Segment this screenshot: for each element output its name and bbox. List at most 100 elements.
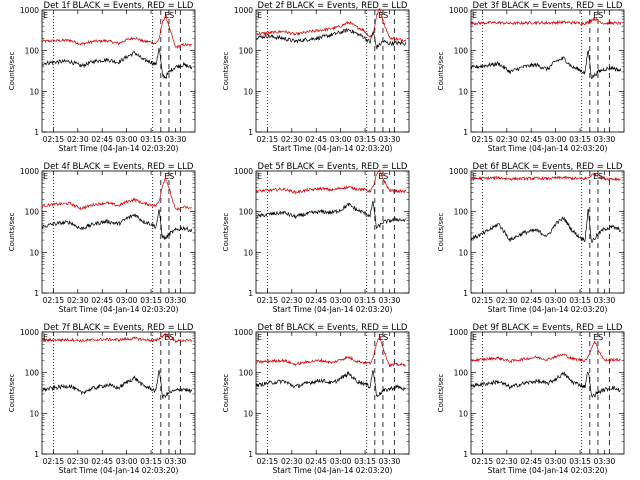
panel-6: Det 6f BLACK = Events, RED = LLD 1 10 100 10…: [437, 162, 625, 314]
panel-6-xtick-label: 03:00: [545, 296, 567, 305]
panel-5-xtick-label: 02:15: [257, 296, 279, 305]
panel-4: Det 4f BLACK = Events, RED = LLD 1 10 100 10…: [8, 162, 196, 314]
panel-3-xtick-label: 02:30: [496, 135, 518, 144]
panel-6-xtick-label: 03:15: [569, 296, 591, 305]
panel-2: Det 2f BLACK = Events, RED = LLD 1 10 100 10…: [222, 1, 410, 153]
panel-4-ylabel: Counts/sec: [8, 213, 16, 252]
panel-8-ytick-label: 100: [239, 369, 254, 378]
panel-5-plot-frame: [255, 170, 410, 294]
panel-2-series-events: [255, 27, 407, 51]
panel-2-series-lld: [255, 7, 407, 43]
panel-5-corner-label-right: ES: [378, 172, 388, 181]
panel-9-xtick-label: 02:30: [496, 457, 518, 466]
panel-6-ytick-label: 1000: [449, 167, 468, 176]
panel-8-xtick-label: 03:30: [379, 457, 401, 466]
panel-4-xtick-label: 02:30: [67, 296, 89, 305]
panel-9-ytick-label: 10: [458, 409, 468, 418]
panel-2-xtick-label: 02:30: [281, 135, 303, 144]
panel-2-xlabel: Start Time (04-Jan-14 02:03:20): [273, 144, 393, 153]
panel-2-title: Det 2f BLACK = Events, RED = LLD: [258, 1, 408, 11]
panel-5-xtick-label: 03:15: [354, 296, 376, 305]
panel-5-series-events: [255, 200, 406, 229]
panel-9-xtick-label: 03:30: [594, 457, 616, 466]
panel-9-series-events: [470, 371, 621, 398]
panel-5-title: Det 5f BLACK = Events, RED = LLD: [258, 162, 408, 172]
panel-8-ylabel: Counts/sec: [222, 374, 230, 413]
panel-2-plot-frame: [255, 9, 410, 133]
panel-2-xtick-label: 02:15: [257, 135, 279, 144]
panel-4-ytick-label: 10: [29, 248, 39, 257]
panel-9-plot-frame: [470, 331, 625, 455]
panel-5-corner-label-left: E: [257, 172, 262, 181]
panel-2-corner-label-right: ES: [378, 11, 388, 20]
panel-8-xtick-label: 02:30: [281, 457, 303, 466]
panel-4-xtick-label: 03:30: [165, 296, 187, 305]
panel-9-xlabel: Start Time (04-Jan-14 02:03:20): [488, 466, 608, 475]
panel-7-series-lld: [41, 332, 193, 344]
panel-6-xtick-label: 03:30: [594, 296, 616, 305]
panel-8-ytick-label: 1000: [234, 328, 253, 337]
panel-3-series-lld: [470, 17, 622, 26]
panel-6-plot-frame: [470, 170, 625, 294]
panel-3-ytick-label: 1: [463, 128, 468, 137]
panel-8-title: Det 8f BLACK = Events, RED = LLD: [258, 323, 408, 333]
panel-3-xtick-label: 02:15: [472, 135, 494, 144]
panel-8-series-lld: [255, 335, 407, 368]
panel-6-ytick-label: 1: [463, 289, 468, 298]
panel-4-series-events: [41, 209, 193, 240]
panel-1: Det 1f BLACK = Events, RED = LLD 1 10 100 10…: [8, 1, 196, 153]
panel-5: Det 5f BLACK = Events, RED = LLD 1 10 100 10…: [222, 162, 410, 314]
panel-7-xlabel: Start Time (04-Jan-14 02:03:20): [59, 466, 179, 475]
panel-7-ytick-label: 100: [25, 369, 40, 378]
panel-1-title: Det 1f BLACK = Events, RED = LLD: [44, 1, 194, 11]
panel-3-xtick-label: 03:00: [545, 135, 567, 144]
panel-7-xtick-label: 02:30: [67, 457, 89, 466]
panel-3-xlabel: Start Time (04-Jan-14 02:03:20): [488, 144, 608, 153]
panel-5-ytick-label: 100: [239, 208, 254, 217]
panel-9-ylabel: Counts/sec: [437, 374, 445, 413]
panel-3-corner-label-left: E: [472, 11, 477, 20]
panel-1-ytick-label: 1000: [20, 6, 39, 15]
panel-2-ytick-label: 1: [248, 128, 253, 137]
panel-1-xtick-label: 03:30: [165, 135, 187, 144]
panel-3-xtick-label: 02:45: [520, 135, 542, 144]
panel-3-xtick-label: 03:15: [569, 135, 591, 144]
panel-5-xtick-label: 02:30: [281, 296, 303, 305]
panel-1-corner-label-left: E: [43, 11, 48, 20]
panel-1-series-events: [41, 47, 193, 80]
panel-1-xtick-label: 02:45: [91, 135, 113, 144]
panel-6-xlabel: Start Time (04-Jan-14 02:03:20): [488, 305, 608, 314]
panel-5-ytick-label: 1000: [234, 167, 253, 176]
panel-7-plot-frame: [41, 331, 196, 455]
panel-7-series-events: [41, 369, 193, 400]
panel-9-corner-label-right: ES: [593, 333, 603, 342]
panel-5-series-lld: [255, 168, 407, 195]
panel-4-xtick-label: 02:45: [91, 296, 113, 305]
panel-5-ylabel: Counts/sec: [222, 213, 230, 252]
panel-7-title: Det 7f BLACK = Events, RED = LLD: [44, 323, 194, 333]
panel-6-corner-label-right: ES: [593, 172, 603, 181]
panel-4-ytick-label: 1000: [20, 167, 39, 176]
panel-4-xtick-label: 03:15: [140, 296, 162, 305]
panel-6-ylabel: Counts/sec: [437, 213, 445, 252]
panel-8-xtick-label: 02:45: [305, 457, 327, 466]
panel-5-xlabel: Start Time (04-Jan-14 02:03:20): [273, 305, 393, 314]
panel-2-ytick-label: 10: [243, 87, 253, 96]
panel-7-xtick-label: 03:00: [116, 457, 138, 466]
panel-4-xtick-label: 02:15: [43, 296, 65, 305]
panel-6-series-events: [470, 209, 622, 244]
panel-3-series-events: [470, 50, 622, 80]
panel-1-xtick-label: 02:15: [43, 135, 65, 144]
panel-9: Det 9f BLACK = Events, RED = LLD 1 10 100 10…: [437, 323, 625, 475]
panel-6-series-lld: [470, 172, 621, 182]
panel-1-ylabel: Counts/sec: [8, 52, 16, 91]
panel-8-xlabel: Start Time (04-Jan-14 02:03:20): [273, 466, 393, 475]
panel-9-ytick-label: 1000: [449, 328, 468, 337]
panel-2-ytick-label: 100: [239, 47, 254, 56]
panel-7-ylabel: Counts/sec: [8, 374, 16, 413]
panel-6-xtick-label: 02:15: [472, 296, 494, 305]
panel-4-xtick-label: 03:00: [116, 296, 138, 305]
panel-2-xtick-label: 02:45: [305, 135, 327, 144]
panel-1-ytick-label: 1: [34, 128, 39, 137]
